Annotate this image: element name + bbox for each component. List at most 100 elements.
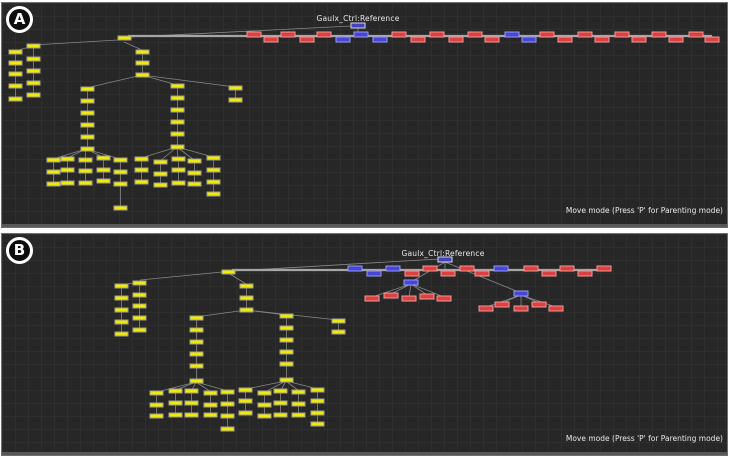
node-yellow[interactable] <box>96 155 111 161</box>
node-yellow[interactable] <box>80 122 95 128</box>
node-red[interactable] <box>484 36 500 43</box>
node-yellow[interactable] <box>114 307 129 313</box>
node-yellow[interactable] <box>8 83 23 89</box>
node-yellow[interactable] <box>171 156 186 162</box>
node-red[interactable] <box>541 270 557 277</box>
node-blue[interactable] <box>353 31 369 38</box>
node-yellow[interactable] <box>60 156 75 162</box>
node-red[interactable] <box>391 31 407 38</box>
node-blue[interactable] <box>504 31 520 38</box>
node-yellow[interactable] <box>132 327 147 333</box>
node-yellow[interactable] <box>187 170 202 176</box>
node-yellow[interactable] <box>132 315 147 321</box>
node-yellow[interactable] <box>239 283 254 289</box>
node-red[interactable] <box>383 292 399 299</box>
node-red[interactable] <box>478 305 494 312</box>
node-yellow[interactable] <box>257 413 272 419</box>
node-yellow[interactable] <box>238 387 253 393</box>
node-red[interactable] <box>474 270 490 277</box>
node-yellow[interactable] <box>206 167 221 173</box>
node-red[interactable] <box>280 31 296 38</box>
node-blue[interactable] <box>385 265 401 272</box>
node-yellow[interactable] <box>273 412 288 418</box>
node-red[interactable] <box>594 36 610 43</box>
node-yellow[interactable] <box>171 180 186 186</box>
node-yellow[interactable] <box>46 157 61 163</box>
node-yellow[interactable] <box>310 410 325 416</box>
node-yellow[interactable] <box>80 110 95 116</box>
node-yellow[interactable] <box>80 86 95 92</box>
node-yellow[interactable] <box>184 412 199 418</box>
node-red[interactable] <box>577 31 593 38</box>
node-yellow[interactable] <box>228 97 243 103</box>
node-yellow[interactable] <box>220 389 235 395</box>
node-yellow[interactable] <box>273 400 288 406</box>
node-yellow[interactable] <box>189 363 204 369</box>
node-red[interactable] <box>614 31 630 38</box>
node-red[interactable] <box>688 31 704 38</box>
node-yellow[interactable] <box>189 315 204 321</box>
node-yellow[interactable] <box>26 92 41 98</box>
node-yellow[interactable] <box>206 179 221 185</box>
node-red[interactable] <box>596 265 612 272</box>
node-yellow[interactable] <box>26 56 41 62</box>
node-yellow[interactable] <box>220 413 235 419</box>
node-yellow[interactable] <box>310 398 325 404</box>
node-yellow[interactable] <box>8 49 23 55</box>
node-yellow[interactable] <box>168 400 183 406</box>
node-yellow[interactable] <box>26 43 41 49</box>
node-yellow[interactable] <box>8 96 23 102</box>
node-yellow[interactable] <box>78 168 93 174</box>
node-red[interactable] <box>364 295 380 302</box>
node-yellow[interactable] <box>46 181 61 187</box>
node-yellow[interactable] <box>60 167 75 173</box>
node-red[interactable] <box>246 31 262 38</box>
node-yellow[interactable] <box>171 167 186 173</box>
node-red[interactable] <box>513 305 529 312</box>
node-red[interactable] <box>494 301 510 308</box>
node-yellow[interactable] <box>184 400 199 406</box>
node-yellow[interactable] <box>187 181 202 187</box>
node-yellow[interactable] <box>96 167 111 173</box>
node-yellow[interactable] <box>203 412 218 418</box>
node-red[interactable] <box>448 36 464 43</box>
node-yellow[interactable] <box>220 426 235 432</box>
node-yellow[interactable] <box>257 402 272 408</box>
node-yellow[interactable] <box>168 412 183 418</box>
node-yellow[interactable] <box>149 413 164 419</box>
node-yellow[interactable] <box>206 155 221 161</box>
node-red[interactable] <box>440 270 456 277</box>
node-yellow[interactable] <box>114 319 129 325</box>
node-yellow[interactable] <box>279 349 294 355</box>
node-yellow[interactable] <box>170 83 185 89</box>
node-yellow[interactable] <box>78 180 93 186</box>
node-yellow[interactable] <box>149 390 164 396</box>
node-yellow[interactable] <box>135 60 150 66</box>
node-red[interactable] <box>410 36 426 43</box>
node-red[interactable] <box>404 270 420 277</box>
node-red[interactable] <box>401 295 417 302</box>
node-yellow[interactable] <box>134 167 149 173</box>
node-yellow[interactable] <box>170 95 185 101</box>
node-red[interactable] <box>467 31 483 38</box>
node-yellow[interactable] <box>238 398 253 404</box>
node-red[interactable] <box>651 31 667 38</box>
node-yellow[interactable] <box>8 60 23 66</box>
node-red[interactable] <box>523 265 539 272</box>
node-yellow[interactable] <box>273 388 288 394</box>
node-yellow[interactable] <box>78 157 93 163</box>
node-red[interactable] <box>668 36 684 43</box>
node-blue[interactable] <box>372 36 388 43</box>
node-red[interactable] <box>548 305 564 312</box>
node-yellow[interactable] <box>291 412 306 418</box>
node-yellow[interactable] <box>80 134 95 140</box>
node-red[interactable] <box>704 36 720 43</box>
node-yellow[interactable] <box>132 292 147 298</box>
node-blue[interactable] <box>521 36 537 43</box>
node-yellow[interactable] <box>153 182 168 188</box>
node-yellow[interactable] <box>168 388 183 394</box>
node-yellow[interactable] <box>134 179 149 185</box>
node-yellow[interactable] <box>291 389 306 395</box>
node-yellow[interactable] <box>153 171 168 177</box>
node-yellow[interactable] <box>26 80 41 86</box>
